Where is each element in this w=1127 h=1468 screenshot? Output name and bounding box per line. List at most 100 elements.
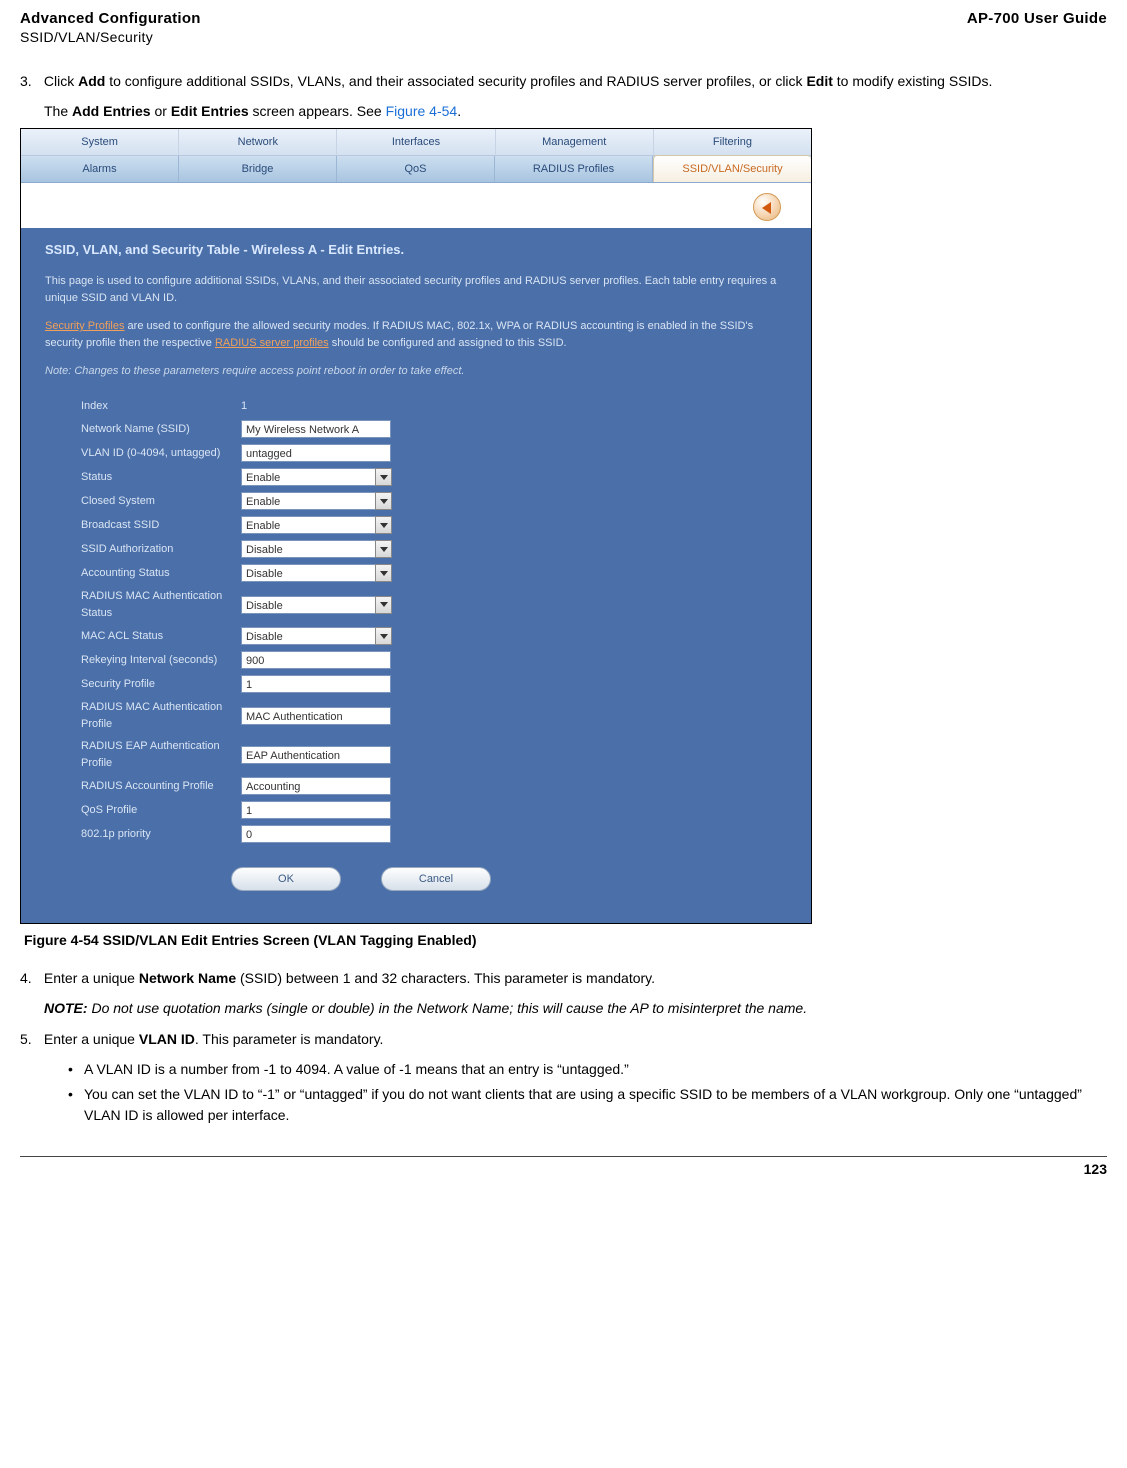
tab-radius-profiles[interactable]: RADIUS Profiles (495, 156, 653, 182)
panel-title: SSID, VLAN, and Security Table - Wireles… (45, 240, 787, 260)
label-security-profile: Security Profile (81, 676, 241, 693)
s3l2-f: . (457, 103, 461, 119)
steps-list: 3. Click Add to configure additional SSI… (20, 71, 1107, 91)
input-vlan-id[interactable]: untagged (241, 444, 391, 462)
figure-link[interactable]: Figure 4-54 (386, 103, 458, 119)
label-status: Status (81, 469, 241, 486)
input-security-profile[interactable]: 1 (241, 675, 391, 693)
step-5-bullets: •A VLAN ID is a number from -1 to 4094. … (68, 1059, 1107, 1126)
input-radius-acct-profile[interactable]: Accounting (241, 777, 391, 795)
step-5: 5. Enter a unique VLAN ID. This paramete… (44, 1029, 1107, 1049)
doc-header: Advanced Configuration SSID/VLAN/Securit… (20, 0, 1107, 53)
select-rmac-value: Disable (241, 596, 375, 614)
select-ssid-auth[interactable]: Disable (241, 540, 392, 558)
step-4-note: NOTE: Do not use quotation marks (single… (44, 998, 1107, 1018)
chevron-down-icon (375, 627, 392, 645)
cancel-button[interactable]: Cancel (381, 867, 491, 891)
input-radius-eap-profile[interactable]: EAP Authentication (241, 746, 391, 764)
back-button[interactable] (753, 193, 781, 221)
step-5-c: . This parameter is mandatory. (195, 1031, 384, 1047)
header-left: Advanced Configuration SSID/VLAN/Securit… (20, 10, 201, 45)
label-mac-acl-status: MAC ACL Status (81, 628, 241, 645)
bullet-1: •A VLAN ID is a number from -1 to 4094. … (68, 1059, 1107, 1080)
bullet-icon: • (68, 1084, 84, 1126)
step-3-c: to modify existing SSIDs. (833, 73, 993, 89)
input-8021p-priority[interactable]: 0 (241, 825, 391, 843)
s3l2-e: screen appears. See (249, 103, 386, 119)
label-8021p-priority: 802.1p priority (81, 826, 241, 843)
step-4-num: 4. (20, 968, 40, 988)
tabs-secondary-row: Alarms Bridge QoS RADIUS Profiles SSID/V… (21, 156, 811, 183)
input-radius-mac-profile[interactable]: MAC Authentication (241, 707, 391, 725)
input-qos-profile[interactable]: 1 (241, 801, 391, 819)
panel-p2d: should be configured and assigned to thi… (329, 337, 567, 349)
step-4-b: Network Name (139, 970, 236, 986)
steps-list-2: 4. Enter a unique Network Name (SSID) be… (20, 968, 1107, 988)
page-footer: 123 (20, 1156, 1107, 1177)
row-security-profile: Security Profile 1 (81, 675, 787, 693)
label-radius-mac-profile: RADIUS MAC Authentication Profile (81, 699, 241, 732)
label-closed-system: Closed System (81, 493, 241, 510)
bullet-2-text: You can set the VLAN ID to “-1” or “unta… (84, 1084, 1107, 1126)
bullet-icon: • (68, 1059, 84, 1080)
label-network-name: Network Name (SSID) (81, 421, 241, 438)
label-rekey-interval: Rekeying Interval (seconds) (81, 652, 241, 669)
header-subsection: SSID/VLAN/Security (20, 29, 201, 45)
step-5-a: Enter a unique (44, 1031, 139, 1047)
row-ssid-auth: SSID Authorization Disable (81, 540, 787, 558)
back-row (21, 183, 811, 228)
row-status: Status Enable (81, 468, 787, 486)
header-guide-title: AP-700 User Guide (967, 10, 1107, 27)
row-closed-system: Closed System Enable (81, 492, 787, 510)
step-3-line2: The Add Entries or Edit Entries screen a… (44, 101, 1107, 121)
s3l2-d: Edit Entries (171, 103, 249, 119)
select-macacl-value: Disable (241, 627, 375, 645)
label-vlan-id: VLAN ID (0-4094, untagged) (81, 445, 241, 462)
row-radius-mac-status: RADIUS MAC Authentication Status Disable (81, 588, 787, 621)
ok-button[interactable]: OK (231, 867, 341, 891)
value-index: 1 (241, 398, 247, 415)
tab-interfaces[interactable]: Interfaces (337, 129, 495, 155)
select-accounting-status[interactable]: Disable (241, 564, 392, 582)
step-5-num: 5. (20, 1029, 40, 1049)
select-bssid-value: Enable (241, 516, 375, 534)
select-radius-mac-status[interactable]: Disable (241, 596, 392, 614)
row-mac-acl-status: MAC ACL Status Disable (81, 627, 787, 645)
tab-management[interactable]: Management (496, 129, 654, 155)
note-text: Do not use quotation marks (single or do… (88, 1000, 808, 1016)
security-profiles-link[interactable]: Security Profiles (45, 320, 124, 332)
select-status-value: Enable (241, 468, 375, 486)
tab-bridge[interactable]: Bridge (179, 156, 337, 182)
figure-caption: Figure 4-54 SSID/VLAN Edit Entries Scree… (24, 932, 1107, 948)
label-qos-profile: QoS Profile (81, 802, 241, 819)
chevron-down-icon (375, 492, 392, 510)
select-closed-value: Enable (241, 492, 375, 510)
tab-filtering[interactable]: Filtering (654, 129, 811, 155)
select-status[interactable]: Enable (241, 468, 392, 486)
s3l2-a: The (44, 103, 72, 119)
select-mac-acl-status[interactable]: Disable (241, 627, 392, 645)
select-broadcast-ssid[interactable]: Enable (241, 516, 392, 534)
chevron-down-icon (375, 596, 392, 614)
panel-p1: This page is used to configure additiona… (45, 273, 787, 306)
panel-note: Note: Changes to these parameters requir… (45, 363, 787, 380)
tab-ssid-vlan-security[interactable]: SSID/VLAN/Security (653, 155, 811, 182)
row-broadcast-ssid: Broadcast SSID Enable (81, 516, 787, 534)
tab-alarms[interactable]: Alarms (21, 156, 179, 182)
tab-network[interactable]: Network (179, 129, 337, 155)
select-closed-system[interactable]: Enable (241, 492, 392, 510)
tab-qos[interactable]: QoS (337, 156, 495, 182)
row-radius-mac-profile: RADIUS MAC Authentication Profile MAC Au… (81, 699, 787, 732)
tab-system[interactable]: System (21, 129, 179, 155)
input-network-name[interactable]: My Wireless Network A (241, 420, 391, 438)
row-network-name: Network Name (SSID) My Wireless Network … (81, 420, 787, 438)
s3l2-b: Add Entries (72, 103, 151, 119)
select-acct-value: Disable (241, 564, 375, 582)
row-index: Index 1 (81, 398, 787, 415)
row-qos-profile: QoS Profile 1 (81, 801, 787, 819)
panel-p2: Security Profiles are used to configure … (45, 318, 787, 351)
s3l2-c: or (151, 103, 171, 119)
input-rekey-interval[interactable]: 900 (241, 651, 391, 669)
step-3-edit: Edit (806, 73, 832, 89)
radius-server-profiles-link[interactable]: RADIUS server profiles (215, 337, 329, 349)
